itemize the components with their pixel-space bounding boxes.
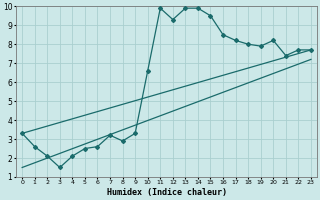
X-axis label: Humidex (Indice chaleur): Humidex (Indice chaleur): [107, 188, 227, 197]
